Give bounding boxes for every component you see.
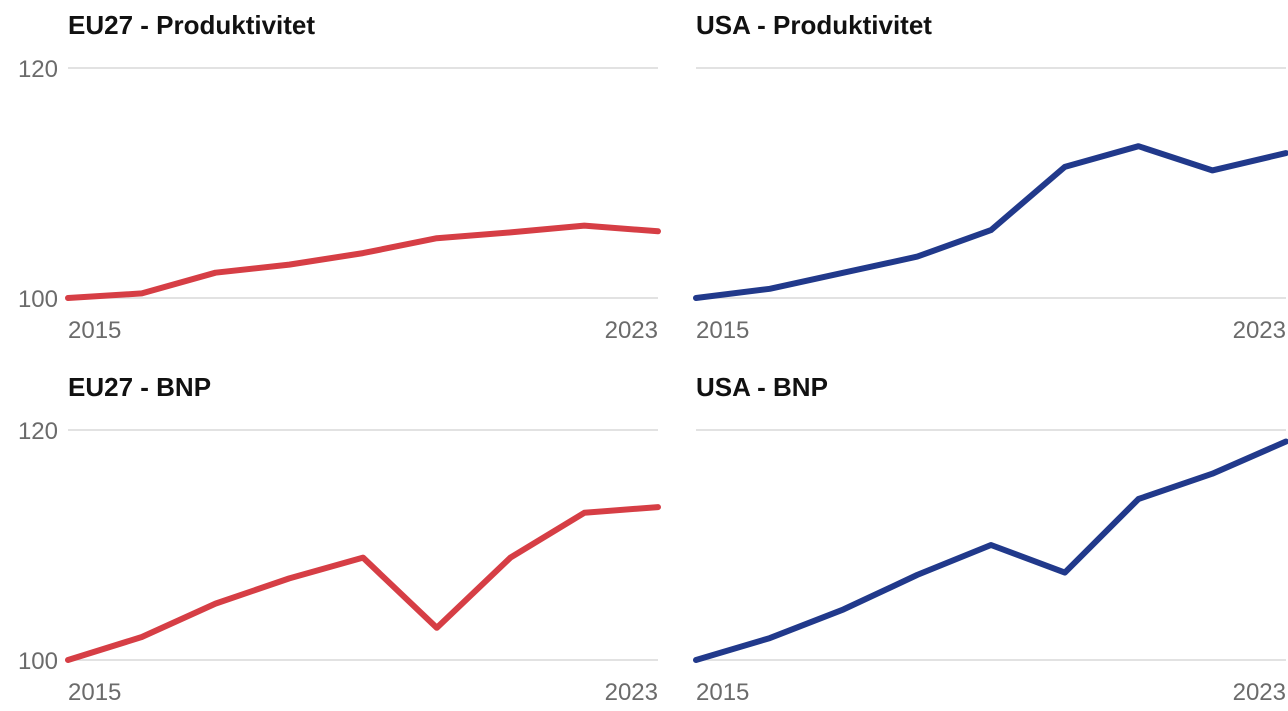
chart-title: EU27 - Produktivitet bbox=[68, 10, 316, 40]
line-chart-svg: 2015 2023 bbox=[693, 429, 1288, 706]
x-tick-label: 2015 bbox=[696, 317, 749, 344]
x-tick-label: 2023 bbox=[605, 317, 658, 344]
series-line bbox=[65, 222, 661, 301]
chart-panel-usa-produktivitet: USA - Produktivitet 2015 2023 bbox=[628, 0, 1288, 349]
x-tick-label: 2023 bbox=[1233, 679, 1286, 706]
x-tick-label: 2015 bbox=[696, 679, 749, 706]
y-tick-label: 100 bbox=[18, 286, 58, 313]
chart-panel-eu27-bnp: EU27 - BNP 120 100 2015 2023 bbox=[0, 362, 661, 711]
series-line bbox=[65, 504, 661, 663]
chart-title: USA - BNP bbox=[696, 372, 828, 402]
chart-title: EU27 - BNP bbox=[68, 372, 212, 402]
line-chart-svg: 2015 2023 bbox=[693, 67, 1288, 344]
y-tick-label: 120 bbox=[18, 56, 58, 83]
chart-title: USA - Produktivitet bbox=[696, 10, 932, 40]
x-tick-label: 2015 bbox=[68, 679, 121, 706]
x-tick-label: 2023 bbox=[1233, 317, 1286, 344]
y-tick-label: 100 bbox=[18, 648, 58, 675]
x-tick-label: 2015 bbox=[68, 317, 121, 344]
line-chart-svg: 120 100 2015 2023 bbox=[18, 56, 661, 344]
series-line bbox=[693, 438, 1288, 663]
chart-panel-eu27-produktivitet: EU27 - Produktivitet 120 100 2015 2023 bbox=[0, 0, 661, 349]
series-line bbox=[693, 143, 1288, 301]
chart-panel-usa-bnp: USA - BNP 2015 2023 bbox=[628, 362, 1288, 711]
y-tick-label: 120 bbox=[18, 418, 58, 445]
